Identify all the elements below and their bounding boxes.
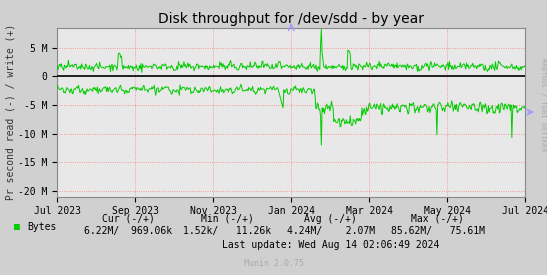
Text: Munin 2.0.75: Munin 2.0.75	[243, 259, 304, 268]
Text: Avg (-/+): Avg (-/+)	[305, 214, 357, 224]
Text: 6.22M/  969.06k: 6.22M/ 969.06k	[84, 226, 173, 236]
Text: 4.24M/    2.07M: 4.24M/ 2.07M	[287, 226, 375, 236]
Text: 85.62M/   75.61M: 85.62M/ 75.61M	[391, 226, 485, 236]
Text: ■: ■	[14, 222, 20, 232]
Text: Cur (-/+): Cur (-/+)	[102, 214, 155, 224]
Text: Bytes: Bytes	[27, 222, 57, 232]
Title: Disk throughput for /dev/sdd - by year: Disk throughput for /dev/sdd - by year	[158, 12, 424, 26]
Y-axis label: Pr second read (-) / write (+): Pr second read (-) / write (+)	[5, 24, 15, 200]
Text: Last update: Wed Aug 14 02:06:49 2024: Last update: Wed Aug 14 02:06:49 2024	[222, 240, 440, 250]
Text: Max (-/+): Max (-/+)	[411, 214, 464, 224]
Text: Min (-/+): Min (-/+)	[201, 214, 253, 224]
Text: RRDTOOL / TOBI OETIKER: RRDTOOL / TOBI OETIKER	[540, 58, 546, 151]
Text: 1.52k/   11.26k: 1.52k/ 11.26k	[183, 226, 271, 236]
